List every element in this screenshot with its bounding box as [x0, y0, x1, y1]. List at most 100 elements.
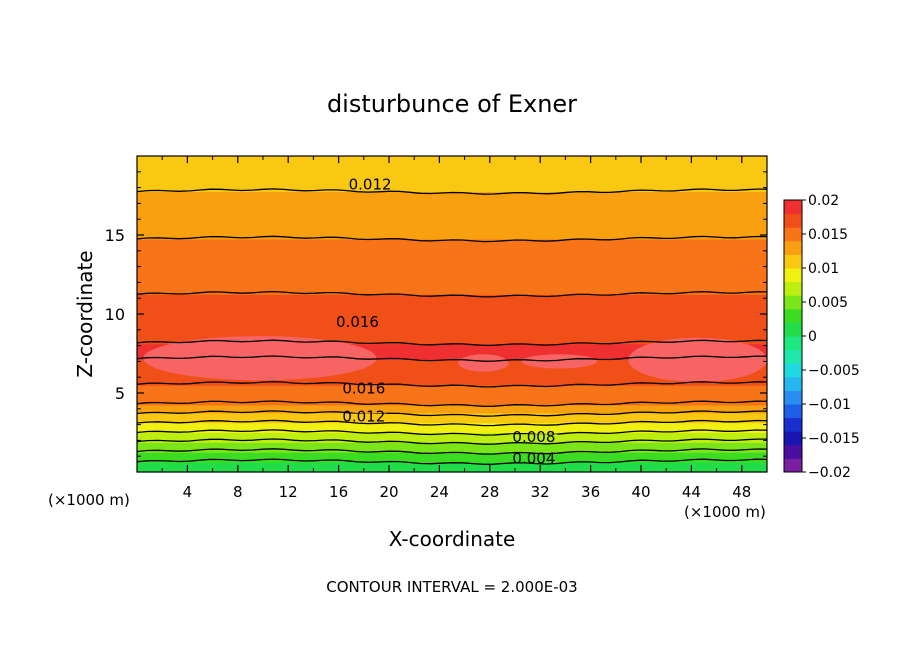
colorbar-swatch [784, 295, 802, 310]
max-region [458, 354, 509, 372]
color-band [137, 266, 767, 270]
color-band [137, 359, 767, 362]
colorbar-tick-label: 0.005 [808, 295, 848, 311]
color-band [137, 396, 767, 400]
colorbar-swatch [784, 213, 802, 228]
contour-label-gap [334, 318, 381, 325]
color-band [137, 460, 767, 463]
color-band [137, 452, 767, 455]
color-band [137, 286, 767, 289]
max-region [521, 354, 597, 369]
colorbar: 0.02 0.015 0.01 0.005 0 −0.005 −0.01 −0.015 −0.0… [783, 193, 860, 481]
colorbar-tick-label: 0.015 [808, 227, 848, 243]
contour-labels: 0.012 0.016 0.016 0.012 0.008 0.004 [334, 175, 558, 468]
color-band [137, 466, 767, 469]
contour-line [136, 429, 768, 436]
color-band [137, 296, 767, 299]
color-band [137, 319, 767, 323]
color-band [137, 385, 767, 388]
colorbar-swatch [784, 254, 802, 269]
contour-label: 0.012 [349, 175, 392, 193]
color-band [137, 304, 767, 307]
color-band [137, 165, 767, 169]
contour-line [136, 235, 768, 243]
color-band [137, 345, 767, 349]
color-band [137, 302, 767, 305]
color-band [137, 221, 767, 224]
color-band [137, 288, 767, 291]
color-band [137, 450, 767, 453]
colorbar-swatch [784, 268, 802, 283]
color-band [137, 418, 767, 422]
contour-label: 0.016 [336, 313, 379, 331]
color-band [137, 156, 767, 159]
color-band [137, 389, 767, 392]
color-band [137, 169, 767, 173]
color-band [137, 157, 767, 161]
color-band [137, 323, 767, 327]
x-unit-label-right: (×1000 m) [684, 503, 766, 521]
colorbar-swatch [784, 322, 802, 337]
color-band [137, 217, 767, 220]
color-band [137, 163, 767, 167]
colorbar-tick-label: −0.02 [808, 465, 851, 481]
color-band [137, 173, 767, 177]
color-band [137, 377, 767, 380]
contour-line [136, 438, 768, 445]
color-band [137, 394, 767, 398]
color-band [137, 258, 767, 262]
color-band [137, 454, 767, 457]
color-band [137, 325, 767, 329]
color-band [137, 246, 767, 250]
color-band [137, 229, 767, 232]
x-unit-label-left: (×1000 m) [48, 491, 130, 509]
color-band [137, 458, 767, 461]
y-axis-label: Z-coordinate [73, 250, 97, 377]
color-band [137, 400, 767, 404]
color-band [137, 183, 767, 187]
colorbar-swatch [784, 349, 802, 364]
contour-line [136, 355, 768, 362]
x-tick-label: 4 [183, 483, 193, 501]
color-band [137, 213, 767, 216]
color-band [137, 446, 767, 449]
contour-lines [136, 188, 768, 465]
color-band [137, 335, 767, 339]
color-band [137, 426, 767, 430]
contour-line [136, 458, 768, 465]
color-band [137, 367, 767, 370]
color-band [137, 468, 767, 471]
x-tick-label: 16 [329, 483, 348, 501]
color-band [137, 292, 767, 295]
contour-line [136, 290, 768, 298]
x-tick-label: 28 [480, 483, 499, 501]
color-band [137, 201, 767, 204]
chart-title: disturbunce of Exner [327, 90, 577, 118]
colorbar-tick-label: 0.02 [808, 193, 839, 209]
contour-line [136, 410, 768, 417]
color-band [137, 470, 767, 473]
color-band [137, 424, 767, 428]
color-band [137, 181, 767, 185]
color-band [137, 314, 767, 317]
colorbar-swatch [784, 390, 802, 405]
color-band [137, 349, 767, 353]
color-band [137, 321, 767, 325]
color-band [137, 393, 767, 396]
color-band [137, 252, 767, 256]
max-region [628, 337, 767, 382]
color-band [137, 248, 767, 252]
x-tick-label: 48 [732, 483, 751, 501]
color-band [137, 159, 767, 163]
color-band [137, 161, 767, 165]
color-band [137, 444, 767, 447]
color-band [137, 284, 767, 287]
color-band [137, 262, 767, 266]
color-band [137, 329, 767, 333]
x-tick-label: 8 [233, 483, 243, 501]
contour-label-gap [340, 385, 388, 392]
colorbar-swatch [784, 431, 802, 446]
color-band [137, 355, 767, 359]
color-band [137, 177, 767, 181]
